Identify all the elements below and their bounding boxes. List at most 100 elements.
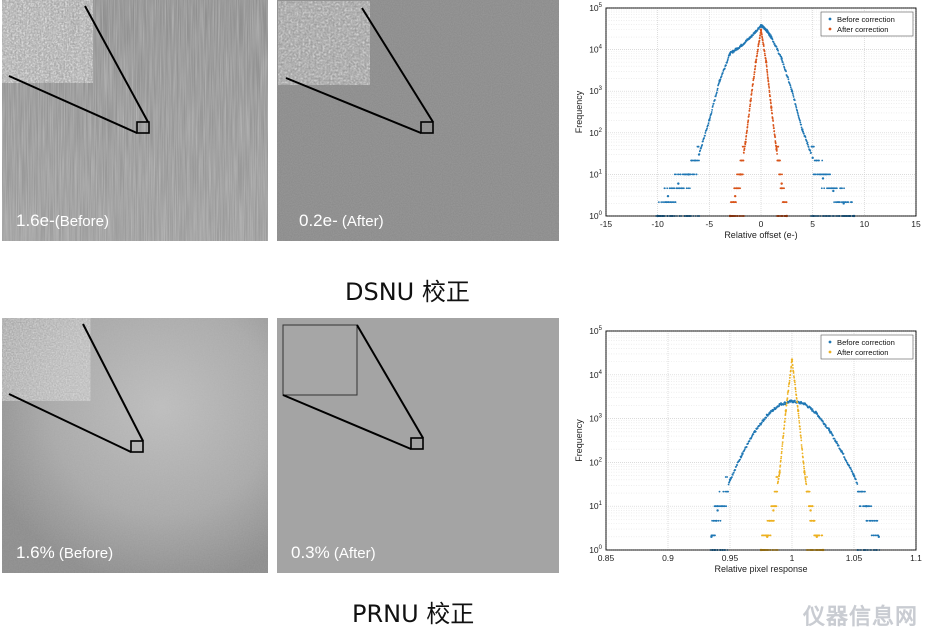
scatter-point	[786, 393, 789, 395]
scatter-point	[781, 443, 784, 445]
y-tick-exponent: 3	[599, 86, 603, 92]
scatter-point	[767, 80, 770, 83]
scatter-point	[727, 490, 729, 493]
data-point	[739, 173, 742, 176]
scatter-point	[731, 473, 734, 476]
data-point	[728, 52, 732, 55]
scatter-point	[742, 145, 745, 148]
scatter-point	[780, 452, 783, 455]
scatter-point	[699, 149, 702, 152]
scatter-point	[767, 79, 770, 81]
data-point	[772, 509, 775, 512]
data-point	[780, 57, 783, 61]
scatter-point	[792, 94, 795, 97]
scatter-point	[781, 441, 784, 444]
scatter-point	[697, 145, 700, 148]
scatter-point	[772, 519, 775, 522]
scatter-point	[666, 187, 669, 190]
y-tick-label: 103	[589, 414, 602, 424]
scatter-point	[744, 138, 747, 141]
scatter-point	[789, 369, 792, 372]
scatter-point	[793, 399, 796, 402]
scatter-point	[785, 201, 788, 204]
y-tick-exponent: 2	[599, 457, 603, 463]
x-tick-label: 1.05	[846, 553, 863, 563]
scatter-point	[744, 143, 747, 146]
scatter-point	[806, 143, 809, 146]
scatter-point	[701, 143, 704, 146]
scatter-point	[803, 473, 806, 476]
scatter-point	[732, 471, 735, 474]
scatter-point	[761, 39, 764, 42]
scatter-point	[800, 444, 803, 446]
scatter-point	[786, 397, 789, 400]
scatter-point	[834, 439, 837, 442]
scatter-point	[748, 113, 750, 116]
data-point	[759, 24, 763, 27]
scatter-point	[797, 114, 800, 117]
scatter-point	[764, 54, 767, 57]
scatter-point	[759, 34, 762, 36]
scatter-point	[791, 360, 794, 363]
y-tick-exponent: 4	[599, 370, 603, 376]
scatter-point	[727, 58, 729, 60]
scatter-point	[794, 103, 797, 106]
scatter-point	[725, 64, 727, 67]
scatter-point	[689, 173, 692, 176]
scatter-point	[797, 113, 799, 115]
scatter-point	[775, 45, 778, 48]
scatter-point	[752, 433, 755, 436]
scatter-point	[801, 452, 804, 455]
scatter-point	[682, 187, 685, 190]
scatter-point	[776, 476, 779, 478]
scatter-point	[752, 77, 755, 79]
data-point	[790, 358, 794, 362]
scatter-point	[790, 88, 793, 91]
scatter-point	[757, 48, 759, 51]
scatter-point	[749, 103, 752, 106]
x-tick-label: 0	[759, 219, 764, 229]
y-tick-label: 102	[589, 457, 602, 467]
legend-label: Before correction	[837, 338, 895, 347]
scatter-point	[793, 375, 795, 378]
x-tick-label: 15	[911, 219, 921, 229]
scatter-point	[817, 414, 820, 417]
data-point	[790, 90, 794, 93]
y-tick-label: 103	[589, 86, 602, 96]
data-point	[764, 28, 768, 31]
x-tick-label: 10	[860, 219, 870, 229]
scatter-point	[745, 446, 748, 448]
legend-label: Before correction	[837, 15, 895, 24]
scatter-point	[796, 109, 799, 112]
scatter-point	[756, 52, 759, 55]
data-point	[840, 450, 843, 453]
scatter-point	[791, 364, 794, 366]
scatter-point	[723, 67, 726, 70]
scatter-point	[820, 418, 822, 420]
scatter-point	[800, 123, 803, 126]
data-point	[811, 156, 814, 160]
scatter-point	[726, 476, 729, 478]
scatter-point	[767, 83, 770, 85]
scatter-point	[799, 119, 801, 122]
data-point	[809, 509, 812, 512]
scatter-point	[753, 75, 755, 78]
x-tick-label: 5	[810, 219, 815, 229]
scatter-point	[779, 173, 782, 176]
scatter-point	[789, 84, 792, 87]
scatter-point	[714, 534, 716, 537]
data-point	[801, 128, 804, 131]
scatter-point	[777, 480, 780, 483]
scatter-point	[792, 372, 795, 374]
scatter-point	[799, 428, 802, 430]
scatter-point	[783, 427, 786, 430]
scatter-point	[754, 68, 756, 70]
legend-marker	[828, 27, 832, 31]
scatter-point	[700, 147, 702, 150]
scatter-point	[758, 36, 761, 39]
scatter-point	[762, 43, 765, 46]
scatter-point	[794, 386, 797, 389]
scatter-point	[716, 89, 719, 92]
scatter-point	[722, 490, 725, 493]
scatter-point	[788, 376, 791, 379]
